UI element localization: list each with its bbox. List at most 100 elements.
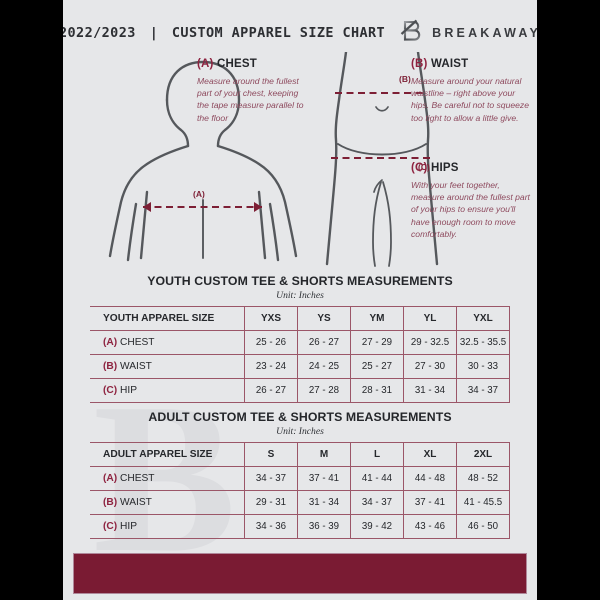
chest-info-block: (A) CHEST Measure around the fullest par… — [197, 58, 309, 124]
youth-row-0-val-4: 32.5 - 35.5 — [456, 330, 510, 355]
breakaway-b-monogram-icon — [399, 18, 423, 49]
youth-row-2-val-1: 27 - 28 — [297, 378, 351, 403]
youth-size-0: YXS — [244, 306, 298, 331]
footer-bar — [73, 553, 527, 594]
hips-heading-text: HIPS — [430, 162, 459, 174]
brand-name: BREAKAWAY — [432, 26, 537, 40]
youth-row-1-val-3: 27 - 30 — [403, 354, 457, 379]
adult-row-0-val-2: 41 - 44 — [350, 466, 404, 491]
page-title: CUSTOM APPAREL SIZE CHART — [171, 25, 386, 41]
youth-row-2-name: HIP — [120, 385, 137, 396]
body-figures-svg — [108, 52, 439, 267]
adult-row-0-val-3: 44 - 48 — [403, 466, 457, 491]
hip-line-label: (C) — [418, 162, 430, 172]
chest-line-label: (A) — [193, 189, 205, 199]
adult-header-label: ADULT APPAREL SIZE — [90, 442, 245, 467]
measurement-diagram: (A) (B) (C) (A) CHEST Measure around the… — [63, 52, 537, 267]
youth-row-0-val-3: 29 - 32.5 — [403, 330, 457, 355]
youth-size-3: YL — [403, 306, 457, 331]
table-row: (A) CHEST 25 - 26 26 - 27 27 - 29 29 - 3… — [90, 330, 510, 355]
youth-table-unit: Unit: Inches — [276, 290, 324, 301]
waist-info-block: (B) WAIST Measure around your natural wa… — [411, 58, 531, 124]
table-row: (C) HIP 34 - 36 36 - 39 39 - 42 43 - 46 … — [90, 514, 510, 539]
youth-row-2-val-2: 28 - 31 — [350, 378, 404, 403]
chest-heading-text: CHEST — [216, 58, 257, 70]
adult-row-1-val-4: 41 - 45.5 — [456, 490, 510, 515]
youth-row-1-label: (B) WAIST — [90, 354, 245, 379]
table-row: (B) WAIST 23 - 24 24 - 25 25 - 27 27 - 3… — [90, 354, 510, 379]
waist-line-label: (B) — [399, 74, 411, 84]
hips-info-block: (C) HIPS With your feet together, measur… — [411, 162, 533, 240]
table-row: (C) HIP 26 - 27 27 - 28 28 - 31 31 - 34 … — [90, 378, 510, 403]
waist-heading: (B) WAIST — [411, 58, 531, 70]
youth-row-2-val-0: 26 - 27 — [244, 378, 298, 403]
header-separator: | — [149, 25, 158, 41]
adult-row-1-val-2: 34 - 37 — [350, 490, 404, 515]
adult-row-2-val-4: 46 - 50 — [456, 514, 510, 539]
brand-logo: BREAKAWAY — [399, 18, 537, 49]
adult-row-2-label: (C) HIP — [90, 514, 245, 539]
adult-size-4: 2XL — [456, 442, 510, 467]
adult-row-0-val-4: 48 - 52 — [456, 466, 510, 491]
youth-row-1-val-2: 25 - 27 — [350, 354, 404, 379]
adult-row-1-label: (B) WAIST — [90, 490, 245, 515]
youth-row-1-val-4: 30 - 33 — [456, 354, 510, 379]
adult-row-0-name: CHEST — [120, 473, 155, 484]
adult-row-2-val-1: 36 - 39 — [297, 514, 351, 539]
adult-row-2-val-0: 34 - 36 — [244, 514, 298, 539]
hips-heading: (C) HIPS — [411, 162, 533, 174]
waist-description: Measure around your natural waistline – … — [411, 76, 530, 123]
adult-row-1-marker: (B) — [103, 497, 118, 508]
youth-row-2-val-4: 34 - 37 — [456, 378, 510, 403]
youth-table-title: YOUTH CUSTOM TEE & SHORTS MEASUREMENTS — [147, 274, 453, 288]
adult-table-unit: Unit: Inches — [276, 426, 324, 437]
youth-row-2-label: (C) HIP — [90, 378, 245, 403]
adult-row-0-marker: (A) — [103, 473, 118, 484]
youth-size-4: YXL — [456, 306, 510, 331]
adult-row-1-val-3: 37 - 41 — [403, 490, 457, 515]
adult-size-2: L — [350, 442, 404, 467]
adult-row-0-label: (A) CHEST — [90, 466, 245, 491]
table-header-row: YOUTH APPAREL SIZE YXS YS YM YL YXL — [90, 306, 510, 331]
adult-size-1: M — [297, 442, 351, 467]
adult-size-0: S — [244, 442, 298, 467]
youth-row-0-val-0: 25 - 26 — [244, 330, 298, 355]
youth-row-0-val-2: 27 - 29 — [350, 330, 404, 355]
adult-row-0-val-0: 34 - 37 — [244, 466, 298, 491]
youth-size-table: YOUTH APPAREL SIZE YXS YS YM YL YXL (A) … — [90, 306, 510, 403]
youth-row-1-val-0: 23 - 24 — [244, 354, 298, 379]
adult-row-2-marker: (C) — [103, 521, 118, 532]
youth-header-label: YOUTH APPAREL SIZE — [90, 306, 245, 331]
hips-description: With your feet together, measure around … — [411, 180, 530, 239]
youth-table-section: YOUTH CUSTOM TEE & SHORTS MEASUREMENTS U… — [63, 274, 537, 403]
table-row: (B) WAIST 29 - 31 31 - 34 34 - 37 37 - 4… — [90, 490, 510, 515]
chest-description: Measure around the fullest part of your … — [197, 76, 304, 123]
adult-row-2-name: HIP — [120, 521, 137, 532]
youth-row-0-val-1: 26 - 27 — [297, 330, 351, 355]
youth-row-1-name: WAIST — [120, 361, 152, 372]
youth-row-1-val-1: 24 - 25 — [297, 354, 351, 379]
adult-row-1-val-1: 31 - 34 — [297, 490, 351, 515]
adult-table-title: ADULT CUSTOM TEE & SHORTS MEASUREMENTS — [148, 410, 452, 424]
size-chart-page: B 2022/2023 | CUSTOM APPAREL SIZE CHART — [63, 0, 537, 600]
youth-row-2-marker: (C) — [103, 385, 118, 396]
page-header: 2022/2023 | CUSTOM APPAREL SIZE CHART — [63, 16, 537, 50]
youth-size-1: YS — [297, 306, 351, 331]
adult-size-table: ADULT APPAREL SIZE S M L XL 2XL (A) CHES… — [90, 442, 510, 539]
youth-row-0-label: (A) CHEST — [90, 330, 245, 355]
table-row: (A) CHEST 34 - 37 37 - 41 41 - 44 44 - 4… — [90, 466, 510, 491]
adult-row-2-val-3: 43 - 46 — [403, 514, 457, 539]
header-season: 2022/2023 — [63, 25, 136, 41]
adult-row-0-val-1: 37 - 41 — [297, 466, 351, 491]
adult-row-1-val-0: 29 - 31 — [244, 490, 298, 515]
adult-row-1-name: WAIST — [120, 497, 152, 508]
waist-heading-text: WAIST — [430, 58, 469, 70]
adult-row-2-val-2: 39 - 42 — [350, 514, 404, 539]
chest-heading: (A) CHEST — [197, 58, 309, 70]
youth-row-1-marker: (B) — [103, 361, 118, 372]
chest-marker: (A) — [197, 58, 214, 70]
youth-row-0-marker: (A) — [103, 337, 118, 348]
table-header-row: ADULT APPAREL SIZE S M L XL 2XL — [90, 442, 510, 467]
hips-marker: (C) — [411, 162, 428, 174]
